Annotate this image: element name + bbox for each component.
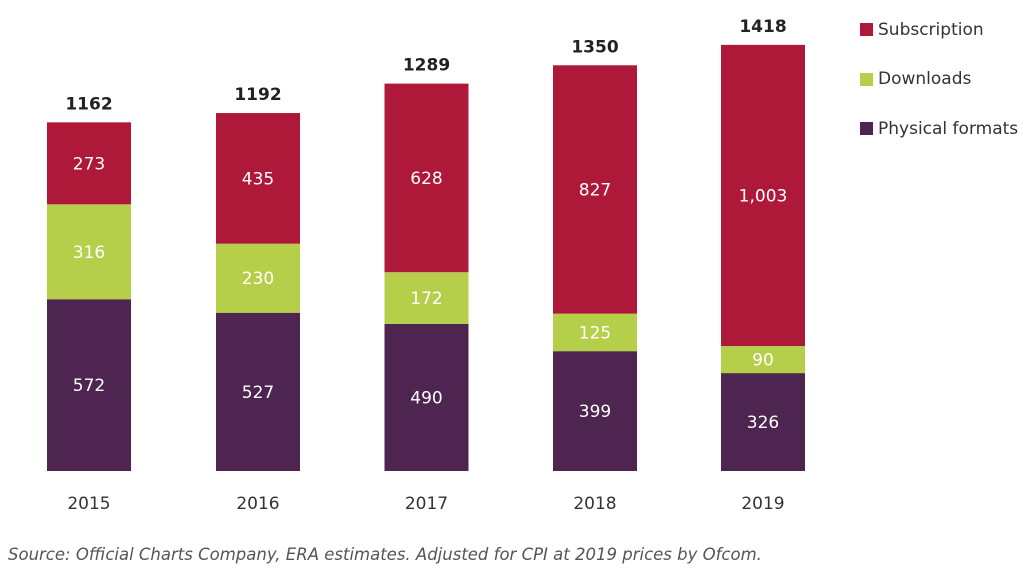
x-tick-label: 2019 bbox=[741, 494, 784, 514]
data-label: 273 bbox=[73, 154, 105, 174]
data-label: 399 bbox=[579, 402, 611, 422]
data-label: 326 bbox=[747, 413, 779, 433]
total-label: 1192 bbox=[234, 85, 281, 105]
legend-label: Subscription bbox=[878, 19, 984, 40]
legend: Subscription Downloads Physical formats bbox=[860, 5, 1018, 154]
bar-segment-physical-formats bbox=[216, 312, 300, 471]
data-label: 527 bbox=[242, 383, 274, 403]
legend-swatch-subscription bbox=[860, 23, 873, 37]
legend-label: Downloads bbox=[878, 69, 972, 90]
x-tick-label: 2016 bbox=[236, 494, 279, 514]
legend-item-subscription: Subscription bbox=[860, 5, 1018, 55]
source-note: Source: Official Charts Company, ERA est… bbox=[8, 545, 762, 564]
stacked-bar-chart: 572 316 273 1162 2015 527 230 435 1192 2016 490 172… bbox=[47, 17, 805, 514]
x-tick-label: 2018 bbox=[573, 494, 616, 514]
bar-segment-physical-formats bbox=[721, 373, 805, 471]
data-label: 125 bbox=[579, 323, 611, 343]
data-label: 316 bbox=[73, 243, 105, 263]
data-label: 172 bbox=[410, 289, 442, 309]
bar-segment-subscription bbox=[47, 122, 131, 205]
x-tick-label: 2017 bbox=[405, 494, 448, 514]
bar-segment-downloads bbox=[553, 313, 637, 352]
bar-segment-downloads bbox=[721, 346, 805, 374]
data-label: 90 bbox=[752, 351, 774, 371]
total-label: 1289 bbox=[403, 56, 450, 76]
bar-segment-subscription bbox=[216, 113, 300, 244]
total-label: 1162 bbox=[65, 94, 112, 114]
legend-item-physical: Physical formats bbox=[860, 104, 1018, 154]
data-label: 490 bbox=[410, 388, 442, 408]
legend-swatch-downloads bbox=[860, 72, 873, 86]
bar-segment-downloads bbox=[384, 272, 469, 324]
total-label: 1418 bbox=[739, 17, 786, 37]
data-label: 435 bbox=[242, 169, 274, 189]
data-label: 230 bbox=[242, 269, 274, 289]
data-label: 1,003 bbox=[739, 186, 788, 206]
data-label: 572 bbox=[73, 376, 105, 396]
legend-item-downloads: Downloads bbox=[860, 55, 1018, 105]
legend-swatch-physical bbox=[860, 122, 873, 136]
total-label: 1350 bbox=[571, 37, 618, 57]
legend-label: Physical formats bbox=[878, 118, 1019, 139]
bar-segment-subscription bbox=[384, 83, 469, 273]
bar-segment-physical-formats bbox=[47, 299, 131, 471]
data-label: 827 bbox=[579, 180, 611, 200]
bar-segment-downloads bbox=[216, 243, 300, 313]
bar-segment-downloads bbox=[47, 204, 131, 300]
bar-segment-subscription bbox=[721, 44, 805, 347]
bar-segment-physical-formats bbox=[553, 351, 637, 471]
bar-segment-physical-formats bbox=[384, 323, 469, 471]
x-tick-label: 2015 bbox=[67, 494, 110, 514]
data-label: 628 bbox=[410, 169, 442, 189]
bar-segment-subscription bbox=[553, 65, 637, 314]
